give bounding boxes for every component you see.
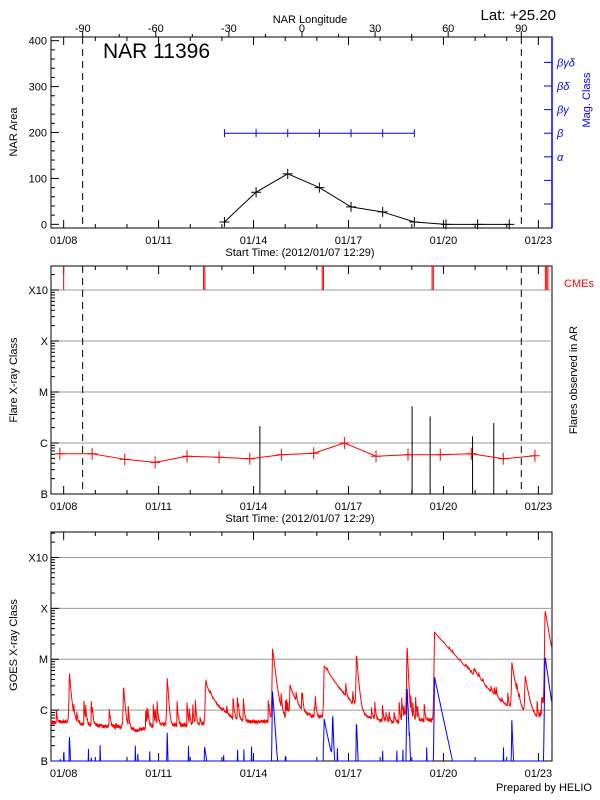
top-axis-title: NAR Longitude [273,14,348,26]
y-tick-label: C [40,705,48,717]
nar-area-panel: 01/08 01/11 01/14 01/17 01/20 01/230100200300… [29,23,576,247]
plot-frame [50,265,553,495]
top-xlabel: Start Time: (2012/01/07 12:29) [225,247,374,259]
area-line [224,173,510,225]
x-tick-label: 01/11 [145,768,172,780]
background-flux-point [150,456,161,469]
y-tick-label: M [39,387,48,399]
mag-tick-label: α [557,152,564,164]
top-tick-label: 0 [299,23,305,35]
y-tick-label: X [41,603,49,615]
area-point [377,206,388,217]
y-tick-label: B [41,489,48,501]
flares-observed-label: Flares observed in AR [568,326,580,434]
flare-class-panel: 01/08 01/11 01/14 01/17 01/20 01/23 B C M X X10 [28,265,553,513]
background-flux-line [59,442,535,463]
area-point [409,217,420,228]
goes-short-channel-line [51,657,553,762]
area-point [346,201,357,212]
x-tick-label: 01/17 [335,768,363,780]
y-tick-label: X [41,336,49,348]
background-flux-point [498,452,509,465]
background-flux-point [276,448,287,461]
y-tick-label: M [39,654,48,666]
x-tick-label: 01/14 [240,501,268,513]
x-tick-label: 01/23 [525,768,553,780]
area-point [251,187,262,198]
background-flux-point [435,448,446,461]
x-tick-label: 01/08 [50,501,78,513]
top-tick-label: -90 [75,23,91,35]
x-tick-label: 01/14 [240,235,268,247]
area-point [472,219,483,230]
background-flux-point [214,451,225,464]
background-flux-point [119,453,130,466]
x-tick-label: 01/08 [50,235,78,247]
y-tick-label: 200 [29,128,47,140]
area-point [314,182,325,193]
background-flux-point [308,447,319,460]
x-tick-label: 01/08 [50,768,78,780]
background-flux-point [529,449,540,462]
goes-y-label: GOES X-ray Class [8,599,20,691]
middle-xlabel: Start Time: (2012/01/07 12:29) [225,513,374,525]
x-tick-label: 01/17 [335,501,363,513]
area-y-label: NAR Area [8,107,20,157]
mag-tick-label: βδ [556,81,570,93]
top-tick-label: 90 [515,23,527,35]
y-tick-label: 0 [41,219,47,231]
goes-panel: 01/08 01/11 01/14 01/17 01/20 01/23 B C M X X10 [28,531,553,780]
mag-tick-label: βγδ [556,57,576,69]
region-title: NAR 11396 [103,40,210,63]
top-tick-label: -30 [221,23,237,35]
flare-y-label: Flare X-ray Class [8,337,20,422]
background-flux-point [339,436,350,449]
x-tick-label: 01/11 [145,501,172,513]
cme-label: CMEs [564,278,594,290]
y-tick-label: X10 [28,552,48,564]
x-tick-label: 01/20 [430,501,458,513]
background-flux-point [402,448,413,461]
x-tick-label: 01/14 [240,768,268,780]
area-point [440,219,451,230]
top-tick-label: 60 [442,23,454,35]
x-tick-label: 01/23 [525,501,553,513]
mag-tick-label: βγ [556,105,570,117]
mag-class-label: Mag. Class [581,72,593,128]
plot-frame [50,531,553,762]
background-flux-point [371,450,382,463]
x-tick-label: 01/23 [525,235,553,247]
area-point [282,168,293,179]
plot-frame [50,36,553,229]
x-tick-label: 01/20 [430,235,458,247]
x-tick-label: 01/20 [430,768,458,780]
background-flux-point [54,447,65,460]
y-tick-label: C [40,438,48,450]
top-tick-label: 30 [369,23,381,35]
y-tick-label: X10 [28,285,48,297]
x-tick-label: 01/11 [145,235,172,247]
y-tick-label: 100 [29,173,47,185]
y-tick-label: 400 [29,36,47,48]
y-tick-label: 300 [29,82,47,94]
latitude-label: Lat: +25.20 [481,7,556,24]
area-point [504,219,515,230]
goes-long-channel-line [50,611,553,733]
area-point [219,217,230,228]
background-flux-point [466,447,477,460]
background-flux-point [244,452,255,465]
background-flux-point [87,447,98,460]
top-tick-label: -60 [148,23,164,35]
credit-label: Prepared by HELIO [496,782,592,794]
x-tick-label: 01/17 [335,235,363,247]
mag-tick-label: β [556,128,564,140]
y-tick-label: B [41,756,48,768]
background-flux-point [182,450,193,463]
